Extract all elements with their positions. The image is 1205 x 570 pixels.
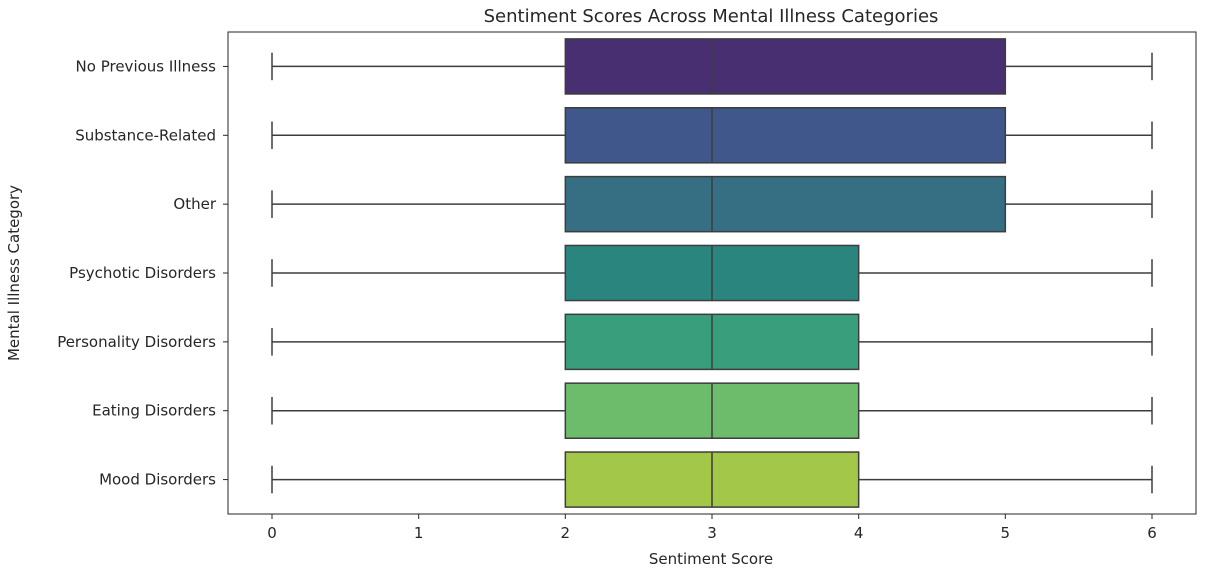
x-axis-label: Sentiment Score — [649, 550, 773, 568]
x-tick-label: 1 — [414, 524, 424, 542]
x-tick-label: 0 — [267, 524, 277, 542]
box-iqr — [564, 175, 1007, 233]
y-tick-label: Psychotic Disorders — [69, 264, 216, 282]
x-tick-label: 5 — [1001, 524, 1011, 542]
boxes-layer — [271, 38, 1153, 508]
box-substance-related — [271, 106, 1153, 164]
box-iqr — [564, 106, 1007, 164]
y-tick-label: Eating Disorders — [92, 402, 216, 420]
box-eating-disorders — [271, 382, 1153, 440]
chart-title: Sentiment Scores Across Mental Illness C… — [484, 6, 939, 27]
box-personality-disorders — [271, 313, 1153, 371]
box-no-previous-illness — [271, 38, 1153, 95]
x-tick-label: 6 — [1147, 524, 1157, 542]
y-axis-ticks: No Previous Illness Substance-Related Othe… — [57, 57, 228, 489]
x-axis-ticks: 0 1 2 3 4 5 6 — [267, 514, 1157, 542]
x-tick-label: 4 — [854, 524, 864, 542]
x-tick-label: 2 — [561, 524, 571, 542]
y-tick-label: Personality Disorders — [57, 333, 216, 351]
y-tick-label: Other — [173, 195, 216, 213]
box-mood-disorders — [271, 451, 1153, 508]
box-iqr — [564, 38, 1007, 95]
y-tick-label: Mood Disorders — [99, 471, 216, 489]
box-psychotic-disorders — [271, 244, 1153, 302]
y-tick-label: No Previous Illness — [76, 57, 217, 75]
y-axis-label: Mental Illness Category — [5, 185, 23, 361]
x-tick-label: 3 — [707, 524, 717, 542]
y-tick-label: Substance-Related — [75, 126, 216, 144]
box-other — [271, 175, 1153, 233]
